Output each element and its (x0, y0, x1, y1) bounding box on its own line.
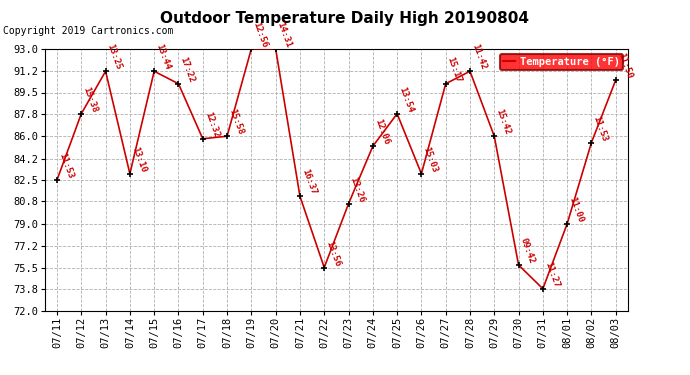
Text: 13:44: 13:44 (154, 43, 172, 71)
Text: 12:06: 12:06 (373, 118, 391, 146)
Text: 16:37: 16:37 (300, 168, 317, 196)
Text: 14:31: 14:31 (275, 20, 293, 49)
Text: 11:27: 11:27 (543, 260, 560, 289)
Text: Copyright 2019 Cartronics.com: Copyright 2019 Cartronics.com (3, 26, 174, 36)
Text: 11:00: 11:00 (567, 195, 585, 224)
Text: 13:26: 13:26 (348, 176, 366, 204)
Text: 15:42: 15:42 (494, 108, 512, 136)
Text: 11:53: 11:53 (57, 152, 75, 180)
Text: 12:56: 12:56 (251, 20, 269, 49)
Text: 15:58: 15:58 (227, 108, 245, 136)
Text: 15:17: 15:17 (446, 56, 464, 84)
Text: 09:42: 09:42 (519, 237, 536, 265)
Text: 13:25: 13:25 (106, 43, 124, 71)
Text: 11:42: 11:42 (470, 43, 488, 71)
Text: 13:10: 13:10 (130, 146, 148, 174)
Text: 15:38: 15:38 (81, 86, 99, 114)
Text: 17:22: 17:22 (179, 56, 196, 84)
Text: 11:53: 11:53 (591, 114, 609, 142)
Text: Outdoor Temperature Daily High 20190804: Outdoor Temperature Daily High 20190804 (161, 11, 529, 26)
Text: 13:54: 13:54 (397, 86, 415, 114)
Text: 13:56: 13:56 (324, 239, 342, 267)
Text: 15:03: 15:03 (422, 146, 439, 174)
Text: 11:50: 11:50 (615, 52, 633, 80)
Legend: Temperature (°F): Temperature (°F) (500, 54, 622, 70)
Text: 12:32: 12:32 (203, 110, 220, 139)
